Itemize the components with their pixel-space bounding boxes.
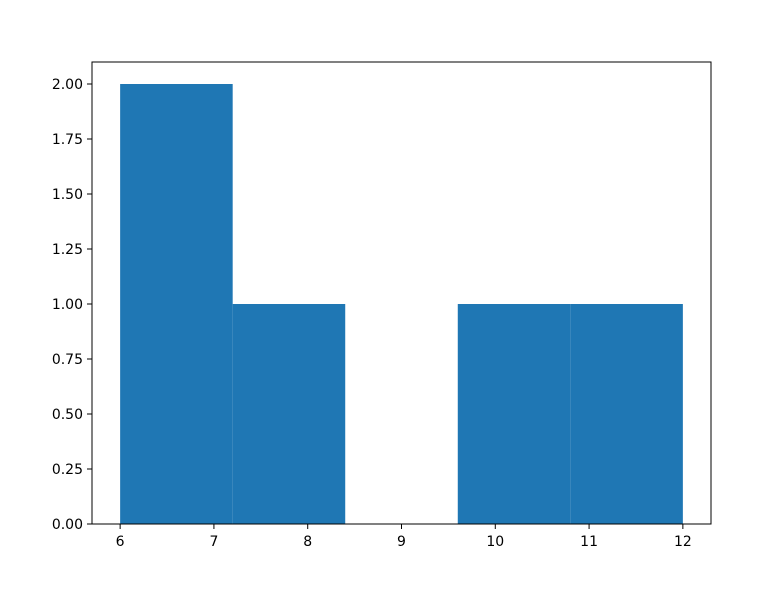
y-tick-label: 1.75 [52,132,83,148]
y-tick-label: 0.25 [52,462,83,478]
x-tick-label: 12 [674,534,692,550]
x-tick-label: 10 [486,534,504,550]
histogram-bar [570,304,683,524]
y-tick-label: 0.50 [52,407,83,423]
bars [120,84,683,524]
y-tick-label: 2.00 [52,77,83,93]
histogram-bar [120,84,233,524]
x-tick-label: 8 [303,534,312,550]
y-tick-label: 0.00 [52,517,83,533]
axes-frame [91,61,712,525]
x-axis: 6 7 8 9 10 11 12 [116,524,692,550]
x-tick-label: 11 [580,534,598,550]
y-tick-label: 0.75 [52,352,83,368]
y-axis: 0.00 0.25 0.50 0.75 1.00 1.25 1.50 1.75 2.00 [52,77,92,533]
histogram-bar [457,304,571,524]
x-tick-label: 6 [116,534,125,550]
y-tick-label: 1.00 [52,297,83,313]
y-tick-label: 1.25 [52,242,83,258]
x-tick-label: 9 [397,534,406,550]
x-tick-label: 7 [209,534,218,550]
y-tick-label: 1.50 [52,187,83,203]
histogram-bar [232,304,346,524]
